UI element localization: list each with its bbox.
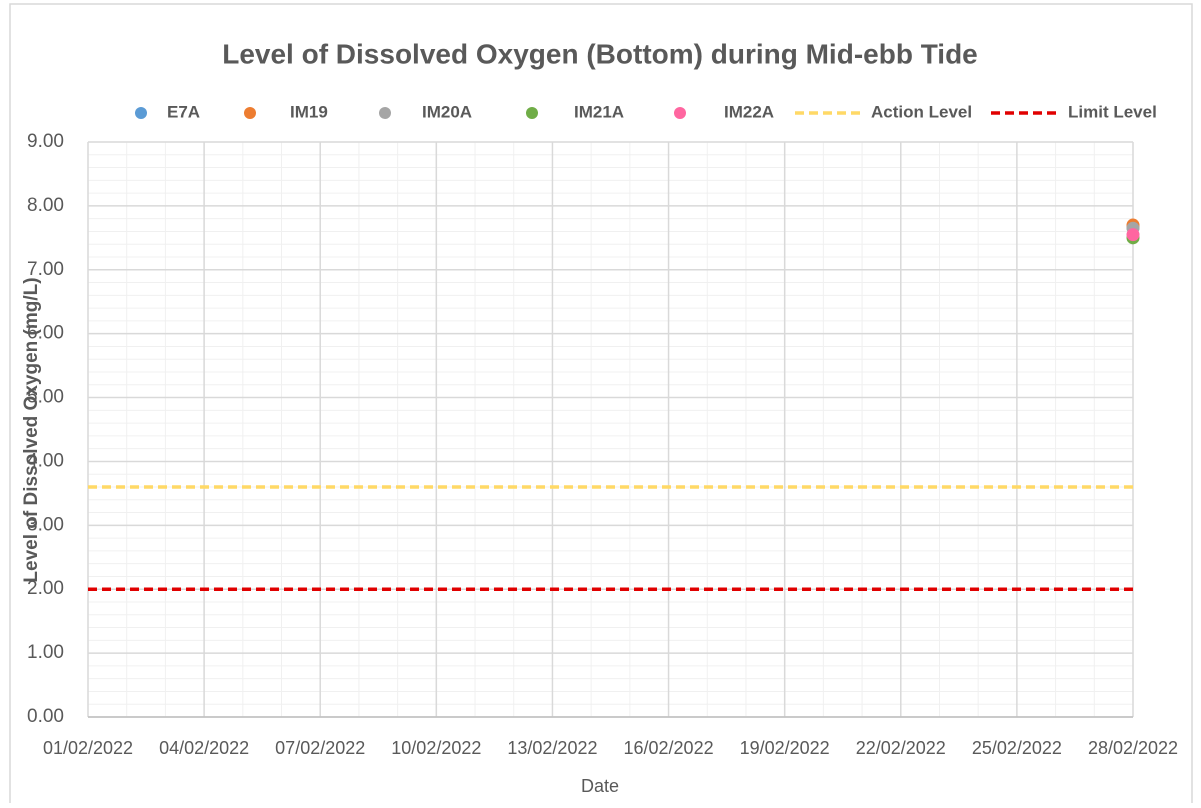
legend-marker	[135, 107, 147, 119]
legend-label: Limit Level	[1068, 102, 1157, 121]
x-axis-title: Date	[581, 776, 619, 796]
y-tick-label: 4.00	[27, 450, 64, 471]
x-tick-label: 22/02/2022	[856, 738, 946, 758]
x-tick-label: 01/02/2022	[43, 738, 133, 758]
chart-frame	[9, 3, 1193, 808]
marks	[88, 218, 1140, 591]
legend-marker	[244, 107, 256, 119]
y-tick-label: 7.00	[27, 259, 64, 280]
x-tick-label: 16/02/2022	[624, 738, 714, 758]
legend-label: Action Level	[871, 102, 972, 121]
y-tick-label: 0.00	[27, 706, 64, 727]
x-tick-label: 25/02/2022	[972, 738, 1062, 758]
x-tick-label: 07/02/2022	[275, 738, 365, 758]
legend-marker	[526, 107, 538, 119]
x-tick-label: 04/02/2022	[159, 738, 249, 758]
legend-label: IM19	[290, 102, 328, 121]
y-tick-label: 2.00	[27, 578, 64, 599]
y-tick-label: 9.00	[27, 131, 64, 152]
chart-title: Level of Dissolved Oxygen (Bottom) durin…	[222, 38, 978, 69]
x-tick-label: 19/02/2022	[740, 738, 830, 758]
y-tick-label: 3.00	[27, 514, 64, 535]
x-tick-label: 13/02/2022	[507, 738, 597, 758]
y-tick-label: 5.00	[27, 387, 64, 408]
legend-marker	[379, 107, 391, 119]
data-point	[1126, 228, 1140, 242]
legend-label: IM22A	[724, 102, 774, 121]
legend-label: IM21A	[574, 102, 624, 121]
x-tick-label: 10/02/2022	[391, 738, 481, 758]
y-tick-label: 1.00	[27, 642, 64, 663]
y-axis-title: Level of Dissolved Oxygen (mg/L)	[21, 277, 42, 582]
y-tick-label: 8.00	[27, 195, 64, 216]
legend-label: E7A	[167, 102, 200, 121]
legend-label: IM20A	[422, 102, 472, 121]
y-tick-label: 6.00	[27, 323, 64, 344]
legend-marker	[674, 107, 686, 119]
x-tick-label: 28/02/2022	[1088, 738, 1178, 758]
